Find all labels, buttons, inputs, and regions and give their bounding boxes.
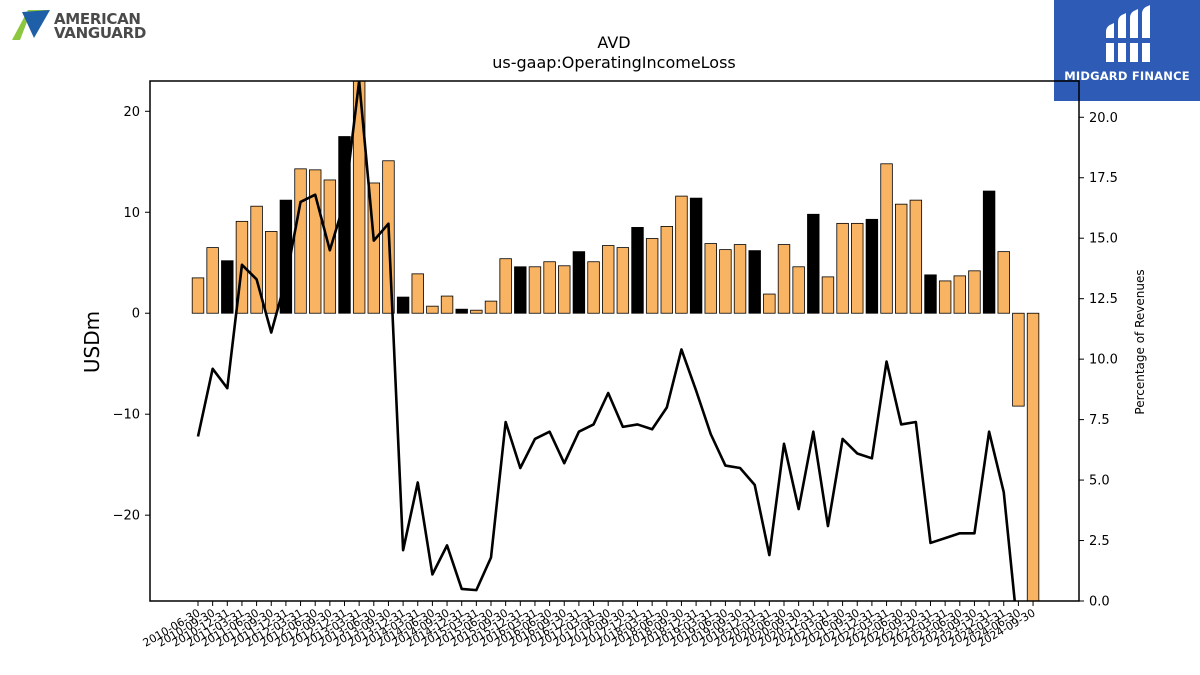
bar-2024-09-30 [1026,312,1040,602]
bar-2021-09-30 [851,222,864,314]
plot-frame [149,80,1080,602]
y2-tick-label: 2.5 [1089,534,1110,549]
bar-2023-06-30 [953,275,967,314]
bar-2016-09-30 [558,265,571,314]
bar-2024-06-30 [1012,312,1025,407]
bar-2011-12-31 [279,199,293,314]
y2-tick-label: 12.5 [1089,292,1118,307]
bar-2020-06-30 [777,244,791,314]
company-name-line1: AMERICAN [54,10,141,28]
bar-2013-12-31 [396,296,410,314]
company-logo-mark [12,10,50,40]
bar-2023-03-31 [938,280,952,314]
y2-tick-label: 7.5 [1089,413,1110,428]
bar-2015-12-31 [514,266,527,314]
bar-2019-12-31 [748,250,761,314]
bar-2014-12-31 [455,308,468,314]
bar-2022-03-31 [880,163,893,314]
chart-subtitle: us-gaap:OperatingIncomeLoss [492,53,736,72]
bar-2018-12-31 [689,197,703,314]
bar-2023-09-30 [968,270,981,314]
y-tick-label: 0 [132,307,140,322]
bar-2019-06-30 [719,249,732,314]
bar-2017-12-31 [631,227,644,314]
bar-2012-03-31 [294,168,307,314]
bar-2016-06-30 [543,261,556,314]
bar-2022-06-30 [895,203,908,314]
y2-tick-label: 5.0 [1089,474,1110,489]
bar-2018-03-31 [645,238,659,314]
y2-axis-label: Percentage of Revenues [1133,269,1147,414]
y-tick-label: 10 [123,206,140,221]
y2-tick-label: 17.5 [1089,171,1118,186]
bar-2017-09-30 [616,247,630,314]
bar-2015-06-30 [484,300,498,314]
bar-2016-12-31 [572,251,586,314]
bar-2014-06-30 [426,305,439,314]
bar-2020-03-31 [763,293,776,314]
bar-2010-09-30 [206,247,219,314]
bar-2021-06-30 [836,222,849,314]
company-name-line2: VANGUARD [54,24,146,42]
bar-2021-03-31 [821,276,835,314]
company-logo: AMERICAN VANGUARD [6,8,166,44]
bar-2020-09-30 [792,266,805,314]
bar-2015-09-30 [499,258,512,314]
bar-2014-03-31 [411,273,424,314]
publisher-logo-icon [1106,5,1150,62]
logo-green-swoosh [12,10,50,40]
bar-2019-09-30 [733,244,747,314]
bar-2011-09-30 [265,231,278,314]
y2-tick-label: 20.0 [1089,111,1118,126]
bar-2013-06-30 [367,182,381,314]
bar-series [191,80,1040,602]
bar-2020-12-31 [807,213,820,314]
bar-2019-03-31 [704,243,717,314]
bar-2022-09-30 [909,199,923,314]
logo-blue-triangle [22,10,50,38]
bar-2011-06-30 [250,205,263,314]
bar-2024-03-31 [997,251,1010,314]
line-series [196,81,1017,601]
y-tick-label: 20 [123,105,140,120]
x-axis-ticks: 2010-06-302010-09-302010-12-312011-03-31… [141,601,1038,650]
bar-2017-03-31 [587,261,600,314]
y-tick-label: −20 [113,509,140,524]
y2-tick-label: 15.0 [1089,232,1118,247]
chart-title: AVD [597,33,630,52]
bar-2015-03-31 [470,309,483,314]
bar-2021-12-31 [865,218,879,314]
bar-2016-03-31 [528,266,542,314]
bar-2014-09-30 [440,295,454,314]
y2-tick-label: 10.0 [1089,353,1118,368]
y-axis-label: USDm [80,311,104,373]
percentage-of-revenues-line [196,81,1017,601]
publisher-name: MIDGARD FINANCE [1064,69,1190,83]
y2-axis-ticks: 0.0 2.5 5.0 7.5 10.0 12.5 15.0 17.5 20.0 [1079,111,1118,610]
bar-2022-12-31 [924,274,937,314]
bar-2017-06-30 [602,245,615,314]
bar-2012-06-30 [308,169,322,314]
y2-tick-label: 0.0 [1089,595,1110,610]
bar-2010-12-31 [221,260,234,314]
bar-2018-06-30 [660,225,674,314]
y-axis-ticks: −20 −10 0 10 20 [113,105,150,524]
bar-2023-12-31 [982,190,996,314]
bar-2010-06-30 [191,277,205,314]
bar-2018-09-30 [675,195,688,314]
y-tick-label: −10 [113,408,140,423]
